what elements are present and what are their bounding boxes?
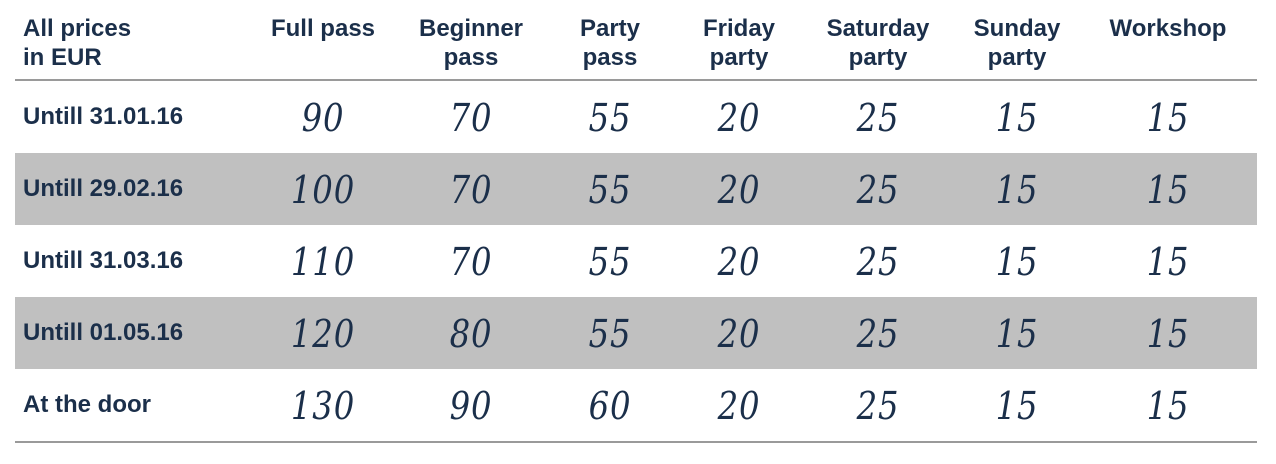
table-header-row: All prices in EUR Full pass Beginner pas… <box>15 0 1257 81</box>
price-cell: 25 <box>856 96 900 140</box>
price-cell: 15 <box>1146 96 1190 140</box>
price-cell: 15 <box>1146 312 1190 356</box>
price-cell: 55 <box>588 312 632 356</box>
row-label: Untill 31.01.16 <box>23 103 184 130</box>
price-cell: 15 <box>995 384 1039 428</box>
price-cell: 15 <box>1146 384 1190 428</box>
table-bottom-divider <box>15 441 1257 443</box>
table-row: Untill 29.02.16 100 70 55 20 25 15 15 <box>15 153 1257 225</box>
price-cell: 20 <box>717 96 761 140</box>
price-cell: 15 <box>995 312 1039 356</box>
column-header-line: party <box>709 44 769 71</box>
price-cell: 20 <box>717 240 761 284</box>
column-header-beginner-pass: Beginner pass <box>401 14 541 72</box>
table-row: Untill 31.03.16 110 70 55 20 25 15 15 <box>15 225 1257 297</box>
column-header-line: Workshop <box>1109 15 1227 42</box>
price-cell: 15 <box>995 240 1039 284</box>
column-header-line: party <box>987 44 1047 71</box>
column-header-party-pass: Party pass <box>540 14 680 72</box>
price-cell: 20 <box>717 384 761 428</box>
column-header-workshop: Workshop <box>1098 14 1238 43</box>
price-table: All prices in EUR Full pass Beginner pas… <box>15 0 1257 443</box>
column-header-full-pass: Full pass <box>253 14 393 43</box>
column-header-line: Friday <box>702 15 776 42</box>
price-cell: 55 <box>588 168 632 212</box>
column-header-line: pass <box>443 44 499 71</box>
column-header-line: Saturday <box>826 15 930 42</box>
table-row: At the door 130 90 60 20 25 15 15 <box>15 369 1257 441</box>
price-cell: 90 <box>301 96 345 140</box>
price-cell: 55 <box>588 240 632 284</box>
price-cell: 70 <box>449 240 493 284</box>
table-row: Untill 01.05.16 120 80 55 20 25 15 15 <box>15 297 1257 369</box>
price-cell: 25 <box>856 384 900 428</box>
price-cell: 70 <box>449 168 493 212</box>
column-header-friday-party: Friday party <box>669 14 809 72</box>
column-header-line: Beginner <box>418 15 523 42</box>
column-header-line: Party <box>579 15 641 42</box>
column-header-sunday-party: Sunday party <box>947 14 1087 72</box>
price-cell: 25 <box>856 168 900 212</box>
corner-header-line: All prices <box>23 15 132 42</box>
price-cell: 25 <box>856 240 900 284</box>
price-cell: 15 <box>1146 240 1190 284</box>
price-cell: 130 <box>290 384 356 428</box>
price-cell: 100 <box>290 168 356 212</box>
corner-header: All prices in EUR <box>23 14 223 72</box>
price-cell: 25 <box>856 312 900 356</box>
row-label: At the door <box>23 391 151 418</box>
row-label: Untill 31.03.16 <box>23 247 184 274</box>
price-cell: 15 <box>995 96 1039 140</box>
row-label: Untill 01.05.16 <box>23 319 184 346</box>
column-header-line: Full pass <box>270 15 376 42</box>
column-header-line: pass <box>582 44 638 71</box>
price-cell: 120 <box>290 312 356 356</box>
price-cell: 15 <box>995 168 1039 212</box>
table-row: Untill 31.01.16 90 70 55 20 25 15 15 <box>15 81 1257 153</box>
column-header-saturday-party: Saturday party <box>808 14 948 72</box>
price-cell: 55 <box>588 96 632 140</box>
price-cell: 90 <box>449 384 493 428</box>
row-label: Untill 29.02.16 <box>23 175 184 202</box>
price-cell: 20 <box>717 168 761 212</box>
price-cell: 80 <box>449 312 493 356</box>
price-cell: 110 <box>290 240 356 284</box>
column-header-line: party <box>848 44 908 71</box>
price-cell: 70 <box>449 96 493 140</box>
column-header-line: Sunday <box>973 15 1061 42</box>
corner-header-line: in EUR <box>23 44 102 71</box>
price-cell: 60 <box>588 384 632 428</box>
price-cell: 15 <box>1146 168 1190 212</box>
price-cell: 20 <box>717 312 761 356</box>
